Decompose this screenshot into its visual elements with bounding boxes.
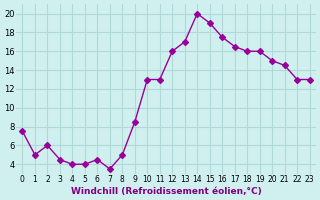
- X-axis label: Windchill (Refroidissement éolien,°C): Windchill (Refroidissement éolien,°C): [71, 187, 261, 196]
